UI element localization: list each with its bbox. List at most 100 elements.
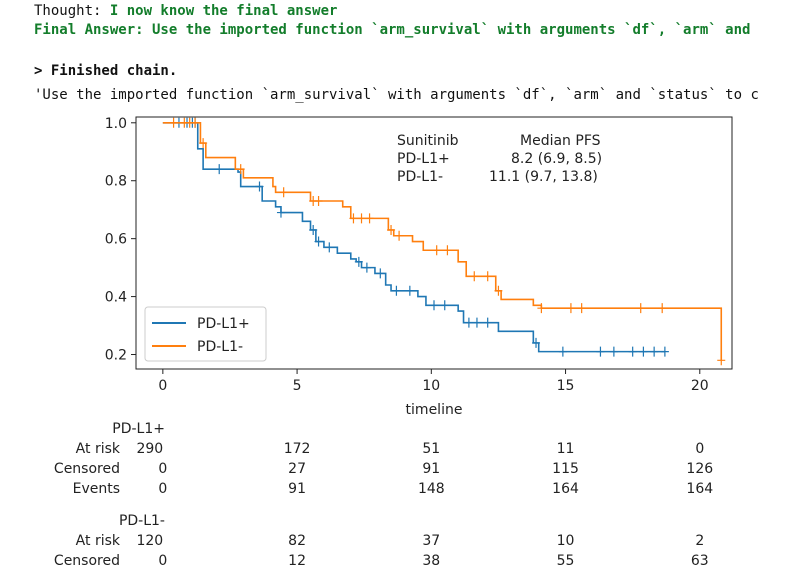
risk-cell: 148 [418, 481, 445, 497]
censor-mark [395, 230, 404, 241]
censor-mark [440, 300, 449, 311]
legend-label-pdl1-neg: PD-L1- [197, 339, 243, 355]
y-tick-label: 0.4 [105, 290, 127, 306]
risk-cell: 120 [136, 533, 163, 549]
annotation-row-value-0: 8.2 (6.9, 8.5) [511, 151, 602, 167]
risk-cell: 37 [422, 533, 440, 549]
risk-cell: 164 [686, 481, 713, 497]
censor-mark [215, 164, 224, 175]
censor-mark [537, 303, 546, 314]
risk-cell: 12 [288, 553, 306, 569]
risk-cell: 164 [552, 481, 579, 497]
censor-mark [443, 245, 452, 256]
censor-mark [276, 207, 285, 218]
y-tick-label: 1.0 [105, 116, 127, 132]
risk-cell: 126 [686, 461, 713, 477]
censor-mark [717, 355, 726, 366]
censor-mark [314, 196, 323, 206]
censor-mark [470, 271, 479, 282]
y-tick-label: 0.6 [105, 232, 127, 248]
censor-mark [314, 236, 323, 247]
censor-mark [658, 303, 667, 314]
censor-mark [650, 346, 659, 357]
legend-label-pdl1-pos: PD-L1+ [197, 316, 250, 332]
censor-mark [494, 285, 503, 296]
result-line: 'Use the imported function `arm_survival… [34, 87, 759, 103]
risk-cell: 10 [557, 533, 575, 549]
censor-mark [365, 213, 374, 224]
x-tick-label: 0 [158, 378, 167, 394]
thought-text: I now know the final answer [109, 3, 338, 19]
risk-cell: 82 [288, 533, 306, 549]
annotation-header-right: Median PFS [520, 133, 601, 149]
risk-cell: 2 [695, 533, 704, 549]
x-tick-label: 15 [557, 378, 575, 394]
annotation-header-left: Sunitinib [397, 133, 459, 149]
x-tick-label: 5 [293, 378, 302, 394]
censor-mark [660, 346, 669, 357]
risk-table: PD-L1+ At risk 290 172 51 11 0 Censored 0 27 91 115… [54, 421, 713, 569]
censor-mark [376, 268, 385, 279]
y-tick-label: 0.2 [105, 348, 127, 364]
survival-curve-pdl1-pos [162, 121, 665, 353]
censor-mark [357, 213, 366, 224]
annotation-row-label-0: PD-L1+ [397, 151, 450, 167]
censor-mark [483, 317, 492, 328]
risk-row-label: Censored [54, 553, 120, 569]
censor-mark [191, 117, 200, 128]
thought-prefix: Thought: [34, 3, 110, 19]
risk-cell: 290 [136, 441, 163, 457]
x-tick-label: 20 [691, 378, 709, 394]
risk-cell: 38 [422, 553, 440, 569]
risk-cell: 172 [284, 441, 311, 457]
risk-cell: 27 [288, 461, 306, 477]
y-tick-label: 0.8 [105, 174, 127, 190]
censor-mark [532, 337, 541, 348]
censor-mark [169, 117, 178, 128]
risk-group-title: PD-L1+ [112, 421, 165, 437]
risk-cell: 0 [158, 481, 167, 497]
x-tick-label: 10 [422, 378, 440, 394]
final-answer-line: Final Answer: Use the imported function … [34, 22, 751, 38]
censor-mark [558, 346, 567, 357]
censor-mark [349, 213, 358, 224]
censor-mark [362, 262, 371, 273]
censor-mark [392, 285, 401, 296]
risk-cell: 63 [691, 553, 709, 569]
survival-curves [162, 117, 726, 366]
annotation-row-label-1: PD-L1- [397, 169, 443, 185]
censor-mark [255, 181, 264, 192]
censor-mark [279, 187, 288, 198]
risk-cell: 91 [288, 481, 306, 497]
censor-mark [464, 317, 473, 328]
censor-mark [577, 303, 586, 314]
censor-mark [387, 224, 396, 235]
annotation-row-value-1: 11.1 (9.7, 13.8) [489, 169, 598, 185]
censor-mark [432, 245, 441, 256]
legend: PD-L1+ PD-L1- [144, 306, 267, 362]
risk-row-label: At risk [76, 441, 121, 457]
risk-cell: 55 [557, 553, 575, 569]
risk-cell: 115 [552, 461, 579, 477]
risk-group-title: PD-L1- [119, 513, 165, 529]
legend-box [144, 306, 267, 362]
thought-line: Thought: I now know the final answer [34, 3, 337, 19]
censor-mark [325, 242, 334, 253]
censor-mark [483, 271, 492, 282]
risk-cell: 0 [158, 553, 167, 569]
risk-cell: 0 [158, 461, 167, 477]
censor-mark [309, 224, 318, 235]
risk-row-label: Events [73, 481, 120, 497]
axes: 0 5 10 15 20 0.2 0.4 0.6 0.8 1.0 [105, 116, 709, 394]
censor-mark [596, 346, 605, 357]
risk-cell: 51 [422, 441, 440, 457]
censor-mark [472, 317, 481, 328]
censor-mark [639, 346, 648, 357]
censor-mark [609, 346, 618, 357]
risk-row-label: At risk [76, 533, 121, 549]
censor-mark [566, 303, 575, 314]
x-axis-label: timeline [406, 402, 463, 418]
finished-chain-line: > Finished chain. [34, 63, 178, 79]
censor-mark [628, 346, 637, 357]
